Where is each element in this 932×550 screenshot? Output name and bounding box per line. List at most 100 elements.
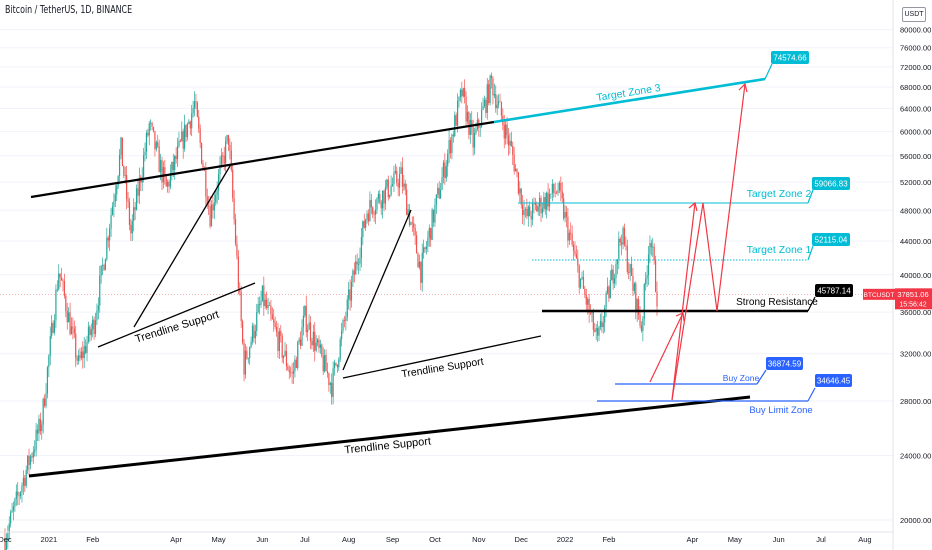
candle-body [585, 294, 587, 305]
trendline-1b[interactable] [133, 165, 231, 328]
time-tick-label: Aug [858, 535, 871, 544]
candle-body [165, 176, 167, 187]
candle-body [15, 491, 17, 499]
candle-body [609, 280, 611, 299]
candle-body [123, 166, 125, 176]
candle-body [512, 145, 514, 155]
candle-body [261, 285, 264, 301]
candle-body [615, 263, 617, 278]
candle-body [90, 329, 92, 336]
candle-body [223, 155, 225, 164]
candle-body [622, 227, 624, 245]
candle-body [639, 314, 641, 326]
candle-body [602, 322, 604, 328]
candle-body [565, 212, 568, 217]
candle-body [440, 189, 442, 199]
time-tick-label: 2021 [41, 535, 58, 544]
candle-body [291, 372, 293, 374]
candle-body [649, 243, 651, 255]
candle-body [101, 265, 104, 266]
candle-body [380, 202, 382, 209]
candle-body [205, 170, 207, 197]
candle-body [509, 140, 511, 146]
candle-body [325, 354, 327, 372]
candle-body [520, 188, 522, 205]
candle-body [640, 325, 643, 331]
candle-body [558, 182, 561, 191]
candle-body [77, 355, 80, 361]
price-axis[interactable]: 20000.00 24000.00 28000.00 32000.00 36000.00… [892, 0, 931, 550]
candle-body [324, 354, 326, 372]
candle-body [630, 264, 633, 277]
candle-body [553, 183, 555, 193]
candle-body [104, 259, 107, 271]
candle-body [103, 265, 105, 271]
candle-body [137, 188, 139, 196]
candle-body [434, 204, 436, 223]
candle-body [309, 322, 312, 341]
target-zone-1-value [812, 233, 850, 246]
candle-body [97, 305, 99, 311]
candle-body [623, 227, 626, 245]
candle-body [524, 209, 527, 210]
candle-body [192, 108, 194, 114]
candle-body [171, 162, 173, 173]
candle-body [499, 101, 501, 103]
candle-body [647, 254, 650, 275]
channel-top-line[interactable] [30, 120, 495, 199]
candle-body [31, 456, 33, 458]
candle-body [642, 318, 644, 331]
candle-body [5, 540, 8, 550]
time-axis[interactable]: Dec 2021 Feb Apr May Jun Jul Aug Sep Oct Nov Dec 202… [0, 531, 893, 544]
candle-body [489, 75, 491, 104]
candle-body [452, 134, 454, 137]
candle-body [465, 96, 467, 122]
candle-body [616, 259, 618, 264]
candle-body [301, 327, 303, 346]
candle-body [27, 455, 29, 471]
time-tick-label: Aug [342, 535, 355, 544]
channel-target-line[interactable] [493, 77, 766, 124]
candle-body [243, 342, 245, 375]
candle-body [86, 341, 88, 353]
candle-body [263, 285, 265, 307]
candle-body [87, 326, 90, 342]
target-zone-2-value [812, 177, 850, 190]
candle-body [636, 299, 638, 313]
candle-body [290, 372, 292, 374]
candle-body [397, 183, 399, 188]
trendline-2b[interactable] [342, 209, 412, 371]
candle-body [510, 140, 512, 146]
candle-body [150, 122, 152, 124]
candle-body [461, 89, 463, 97]
candle-body [60, 277, 63, 281]
strong-resistance-label: Strong Resistance [736, 297, 818, 308]
candle-body [128, 201, 131, 225]
candle-body [650, 243, 652, 248]
candle-body [430, 228, 432, 240]
candle-body [505, 124, 507, 139]
candle-body [497, 101, 500, 105]
time-tick-label: Apr [170, 535, 182, 544]
time-tick-label: Feb [86, 535, 99, 544]
candle-body [29, 456, 32, 466]
candle-body [611, 269, 613, 281]
candle-body [479, 126, 481, 128]
candle-body [267, 305, 269, 309]
candle-body [539, 197, 541, 207]
channel-bottom-line[interactable] [28, 395, 751, 478]
candle-body [638, 299, 640, 315]
buy-zone-label: Buy Zone [723, 373, 760, 383]
candle-body [127, 198, 129, 202]
price-tick-label: 72000.00 [900, 63, 931, 72]
trendline-2a[interactable] [342, 335, 542, 379]
candle-body [331, 382, 333, 397]
candle-body [69, 312, 71, 335]
currency-button[interactable]: USDT [902, 7, 926, 22]
buy-zone-value-text: 36874.59 [768, 360, 802, 369]
candle-body [406, 189, 408, 216]
trendline-1a[interactable] [97, 282, 256, 348]
time-tick-label: 2022 [557, 535, 574, 544]
